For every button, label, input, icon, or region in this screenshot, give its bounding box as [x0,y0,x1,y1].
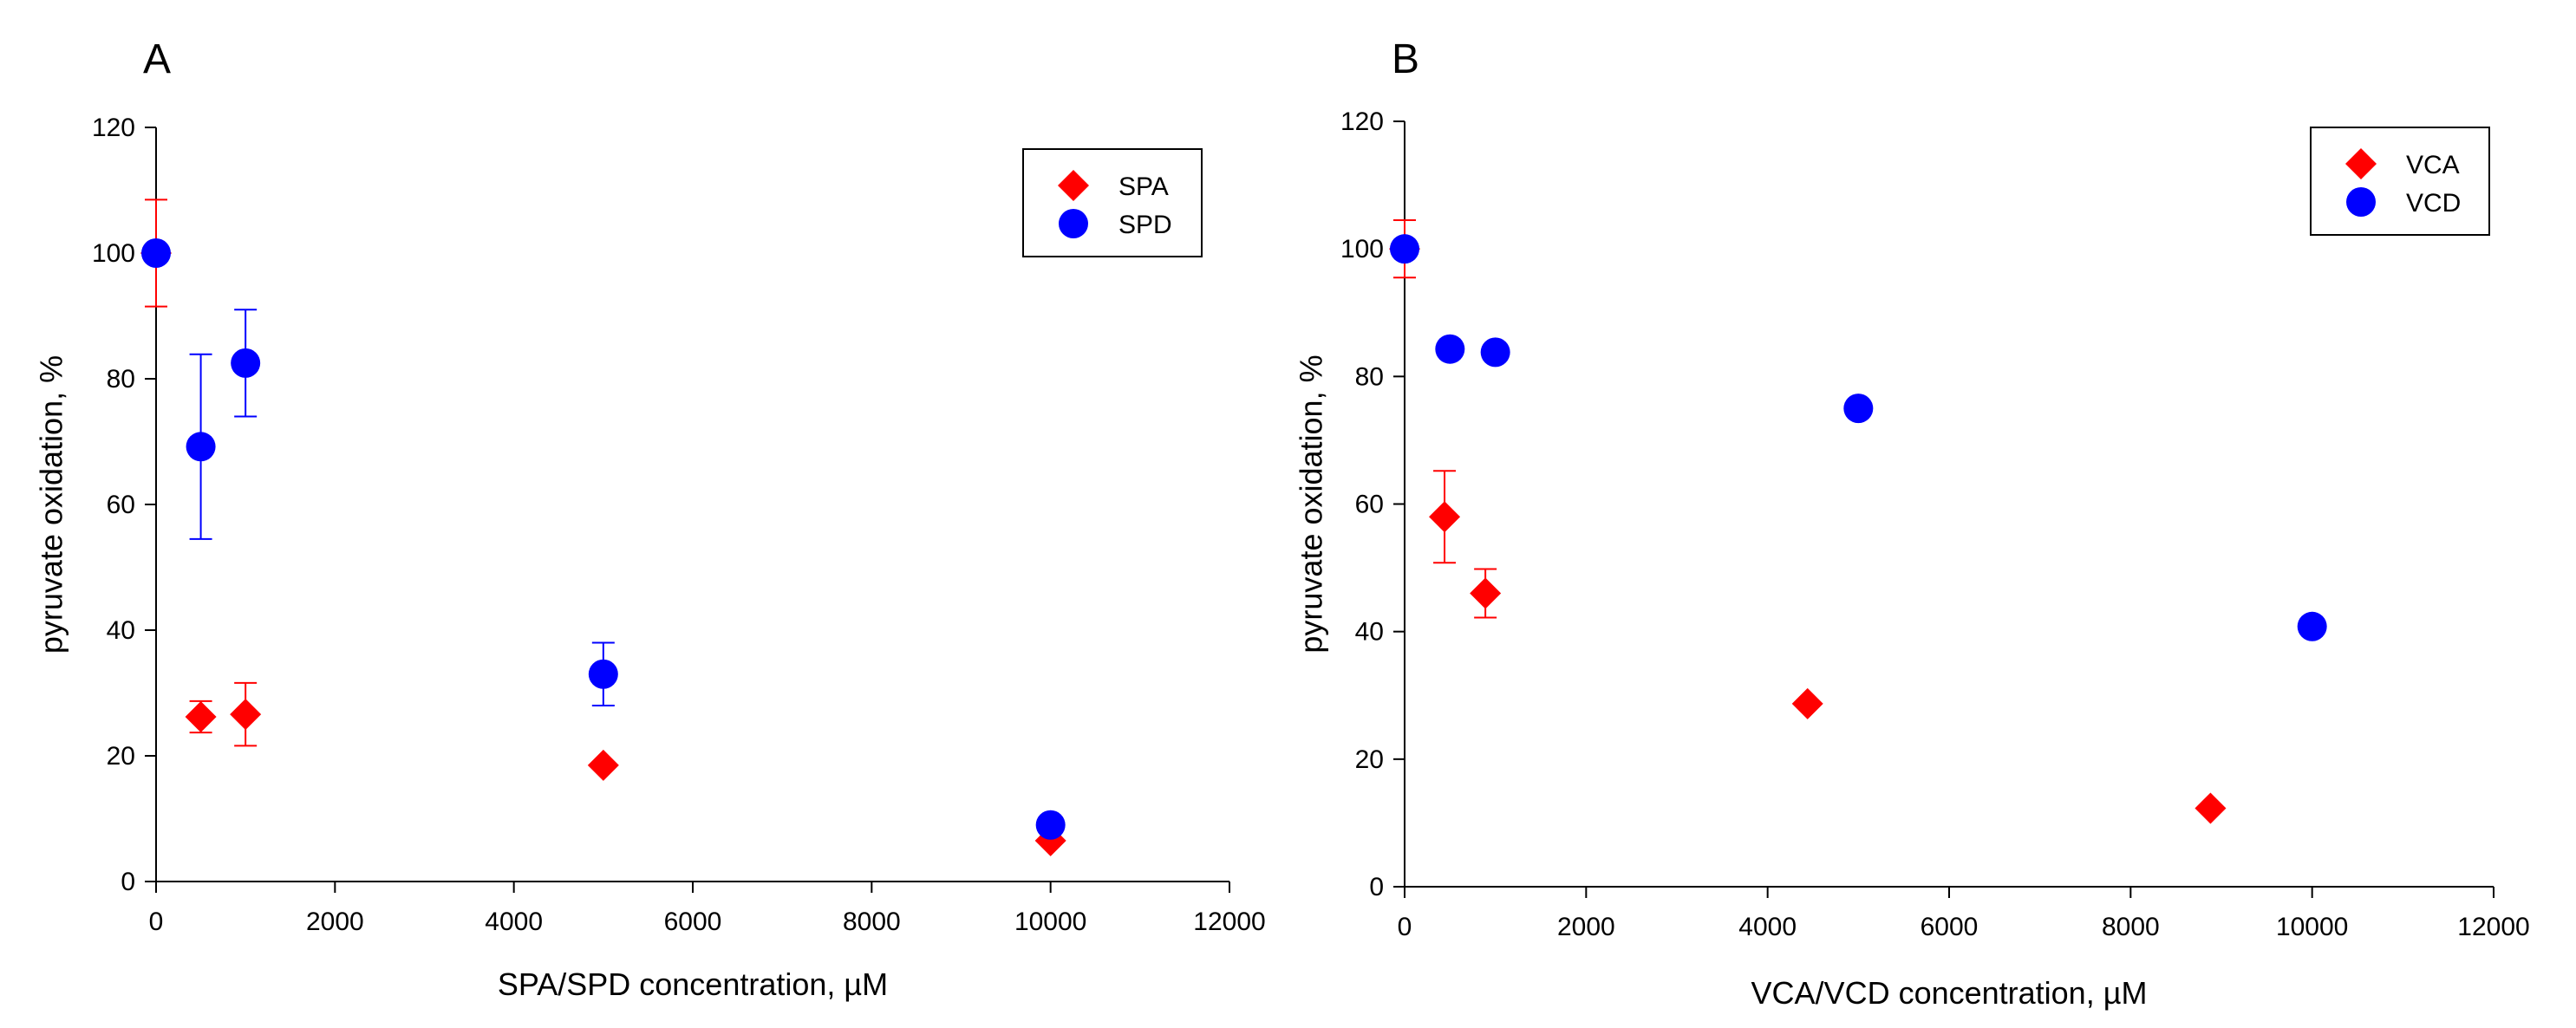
legend-marker-spd [1059,209,1088,238]
legend-label-vcd: VCD [2406,189,2461,218]
x-tick-label: 8000 [2102,913,2160,941]
y-axis-title: pyruvate oxidation, % [34,355,69,654]
y-tick-label: 20 [107,742,135,771]
legend-marker-spa [1058,170,1089,201]
x-tick-label: 6000 [664,908,722,936]
data-point-vca [1429,501,1461,533]
y-tick-label: 120 [1340,107,1384,136]
x-tick-label: 12000 [1193,908,1265,936]
y-tick-label: 40 [107,616,135,645]
panel-b: B VCA/VCD concentration, µM pyruvate oxi… [1294,36,2530,1011]
legend-label-spd: SPD [1118,211,1172,239]
legend-label-vca: VCA [2406,151,2460,179]
legend: VCA VCD [2310,127,2490,236]
y-tick-label: 60 [1355,491,1384,519]
data-point-vca [1791,687,1823,719]
y-tick-label: 0 [121,868,135,896]
x-axis-title: VCA/VCD concentration, µM [1751,975,2148,1011]
data-point-vcd [1480,337,1510,368]
legend: SPA SPD [1022,148,1203,257]
x-tick-label: 10000 [1014,908,1086,936]
x-tick-label: 0 [149,908,164,936]
y-tick-label: 100 [1340,235,1384,264]
y-tick-label: 0 [1369,873,1384,901]
x-tick-label: 6000 [1921,913,1979,941]
data-point-vcd [1435,334,1465,364]
x-tick-label: 4000 [485,908,543,936]
data-point-vcd [1390,234,1419,264]
y-tick-label: 20 [1355,745,1384,774]
y-tick-label: 80 [107,365,135,394]
panel-letter-b: B [1392,36,1419,82]
data-point-vcd [1843,394,1874,424]
x-tick-label: 2000 [1557,913,1615,941]
y-tick-label: 80 [1355,362,1384,391]
legend-label-spa: SPA [1118,172,1169,201]
panel-a: A SPA/SPD concentration, µM pyruvate oxi… [34,36,1266,1002]
y-axis-title: pyruvate oxidation, % [1294,355,1329,653]
y-tick-label: 100 [92,239,135,268]
data-point-vca [1470,577,1502,609]
data-point-spd [1035,810,1066,840]
x-axis-title: SPA/SPD concentration, µM [498,966,888,1002]
x-tick-label: 2000 [306,908,364,936]
data-point-vca [2194,792,2227,824]
y-tick-label: 120 [92,114,135,142]
data-point-spa [185,701,217,733]
data-point-spa [587,749,619,781]
y-tick-label: 60 [107,491,135,519]
panel-letter-a: A [143,36,171,82]
legend-box [2310,127,2490,236]
data-point-spd [231,348,261,378]
data-point-spd [141,238,171,268]
x-tick-label: 12000 [2457,913,2529,941]
y-tick-label: 40 [1355,618,1384,647]
x-tick-label: 0 [1398,913,1412,941]
data-point-vcd [2297,611,2327,641]
x-tick-label: 4000 [1738,913,1797,941]
data-point-spa [230,699,262,731]
data-point-spd [186,432,216,462]
legend-marker-vcd [2346,187,2376,217]
legend-box [1022,148,1203,257]
x-tick-label: 8000 [843,908,901,936]
legend-marker-vca [2345,148,2377,179]
data-point-spd [588,659,618,689]
x-tick-label: 10000 [2276,913,2348,941]
